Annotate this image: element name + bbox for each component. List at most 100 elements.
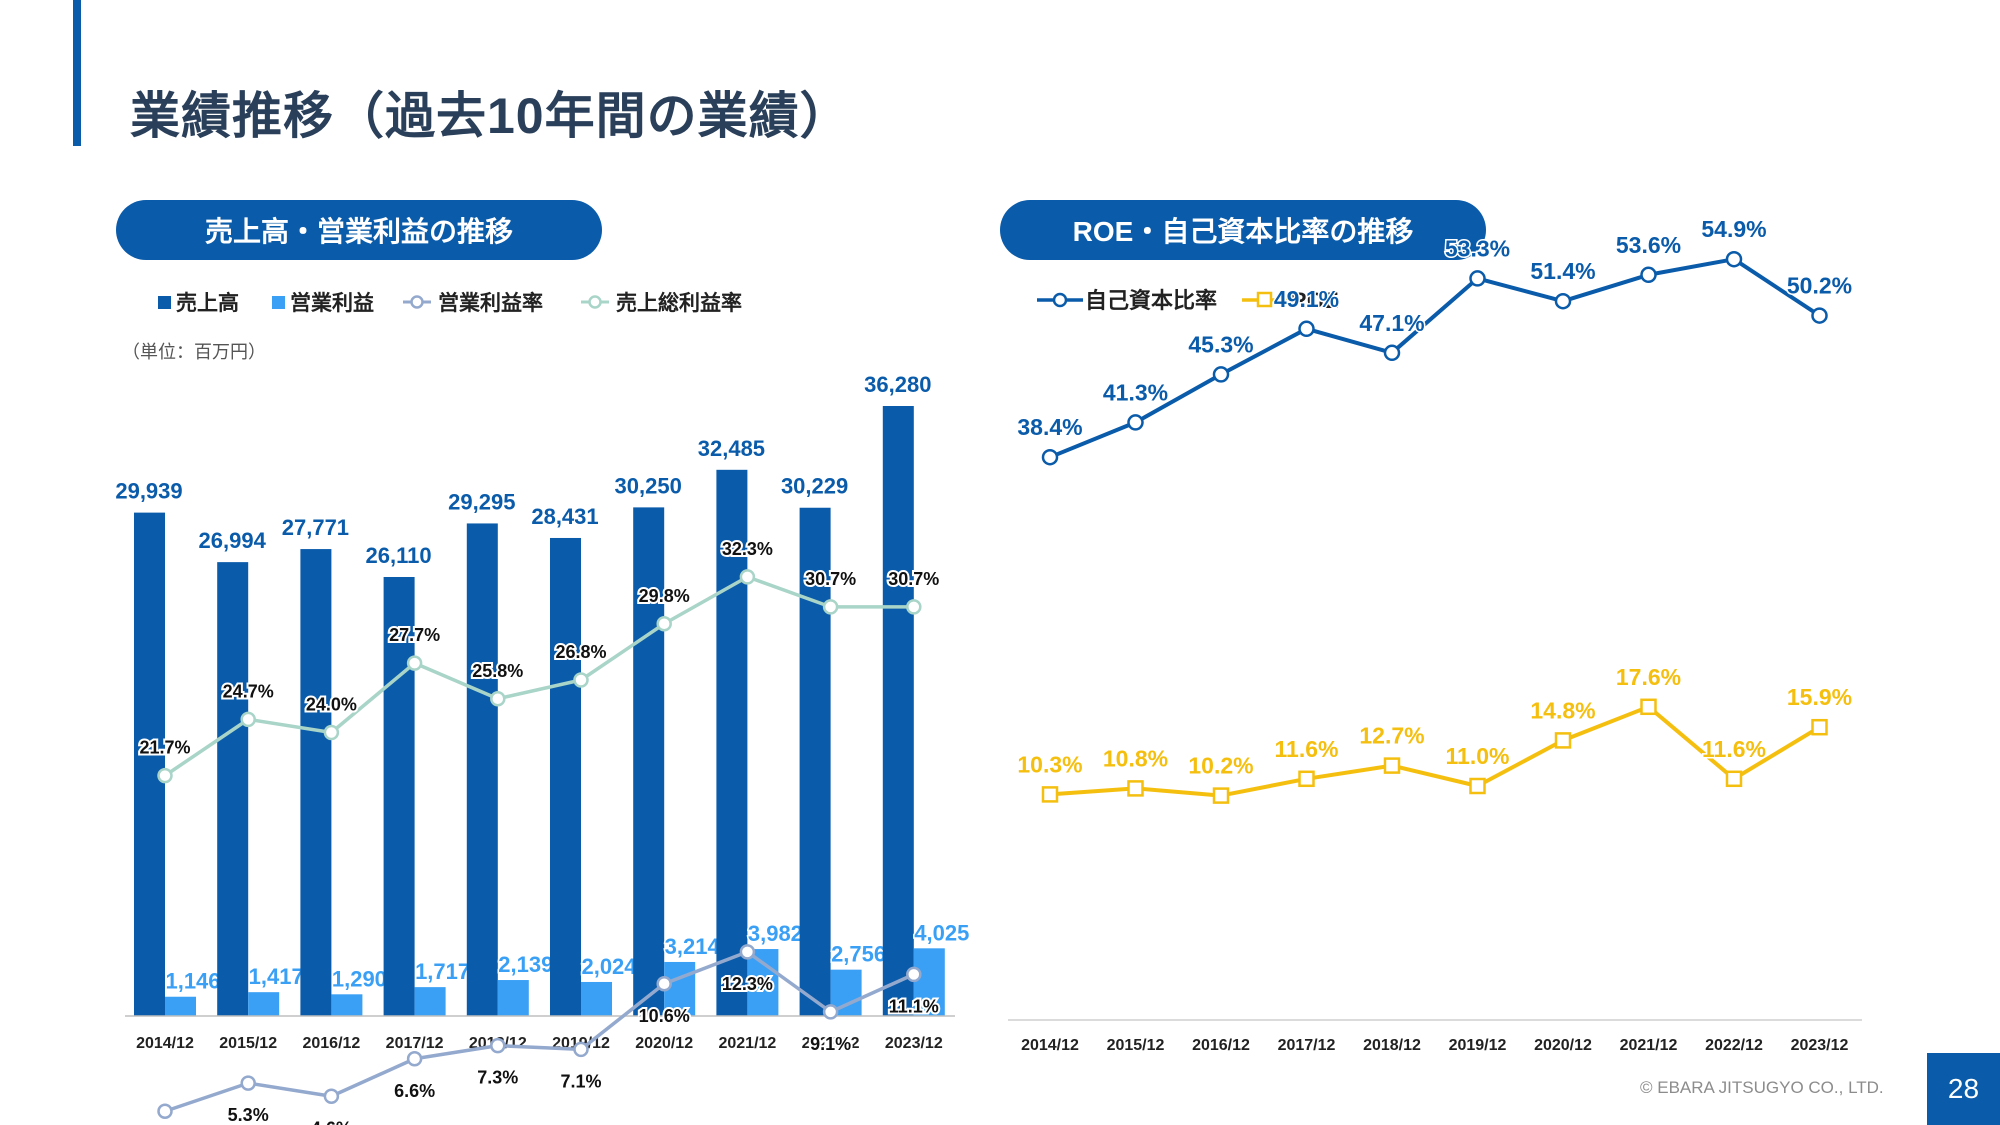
legend-equity-ratio-marker (1052, 292, 1068, 308)
sales-chart-title-pill: 売上高・営業利益の推移 (116, 200, 602, 260)
op-margin-label: 10.6% (639, 1006, 690, 1026)
roe-marker (1127, 780, 1144, 797)
legend-roe-label: ROE (1291, 288, 1339, 313)
gross-margin-label: 32.3% (722, 539, 773, 559)
roe-label: 10.8% (1103, 745, 1168, 771)
gross-margin-line (164, 575, 914, 778)
x-tick-label: 2020/12 (635, 1035, 693, 1052)
op-margin-label: 6.6% (394, 1081, 435, 1101)
op-profit-bar (913, 948, 945, 1016)
sales-bar (217, 562, 249, 1016)
op-profit-value-label: 1,717 (415, 959, 470, 984)
gross-margin-marker (240, 711, 256, 728)
equity-ratio-marker (1298, 320, 1315, 338)
equity-ratio-label: 49.1% (1274, 286, 1339, 312)
roe-label: 14.8% (1530, 697, 1595, 723)
gross-margin-label: 30.7% (805, 569, 856, 589)
op-profit-bar (414, 987, 446, 1016)
op-margin-marker (822, 1004, 839, 1020)
op-profit-value-label: 1,290 (332, 966, 387, 991)
gross-margin-label: 27.7% (389, 625, 440, 645)
gross-margin-marker (822, 599, 839, 615)
sales-value-label: 30,250 (615, 473, 682, 498)
roe-label: 11.0% (1446, 743, 1510, 769)
sales-value-label: 32,485 (698, 436, 765, 461)
roe-label: 11.6% (1275, 736, 1339, 762)
equity-ratio-label: 47.1% (1359, 310, 1424, 336)
roe-marker (1212, 787, 1230, 804)
op-margin-label: 12.3% (722, 974, 773, 994)
op-margin-label: 11.1% (889, 996, 939, 1016)
sales-value-label: 27,771 (282, 515, 349, 540)
sales-operating-profit-chart: 売上高 営業利益 営業利益率 売上総利益率 （単位：百万円） 29,939 1,146 201… (115, 291, 970, 1125)
gross-margin-marker (739, 569, 756, 585)
equity-ratio-marker (1554, 292, 1572, 310)
legend-op-margin-label: 営業利益率 (438, 291, 543, 315)
op-profit-value-label: 2,024 (581, 954, 637, 979)
equity-ratio-marker (1725, 250, 1743, 268)
unit-label: （単位：百万円） (122, 342, 266, 362)
x-tick-label: 2020/12 (1534, 1037, 1592, 1054)
equity-ratio-marker (1041, 448, 1059, 466)
roe-label: 15.9% (1787, 684, 1852, 710)
page-number: 28 (1927, 1053, 2000, 1125)
equity-ratio-marker (1383, 344, 1401, 362)
equity-ratio-marker (1212, 366, 1230, 383)
op-margin-line (164, 950, 915, 1113)
op-profit-value-label: 3,982 (748, 921, 803, 946)
x-tick-label: 2015/12 (1107, 1037, 1165, 1054)
op-profit-value-label: 1,417 (249, 964, 304, 989)
roe-marker (1554, 732, 1572, 749)
op-margin-marker (490, 1037, 506, 1054)
op-margin-marker (656, 976, 672, 992)
legend-roe-marker (1256, 291, 1273, 308)
x-tick-label: 2019/12 (1449, 1037, 1507, 1054)
op-profit-bar (165, 996, 196, 1016)
gross-margin-marker (490, 691, 506, 707)
sales-bar (799, 507, 831, 1016)
equity-ratio-label: 53.6% (1616, 232, 1681, 258)
equity-ratio-label: 53.3% (1445, 235, 1510, 261)
roe-marker (1811, 718, 1828, 736)
op-margin-marker (906, 966, 922, 983)
op-profit-bar (747, 949, 779, 1016)
sales-bar (300, 549, 332, 1016)
op-profit-value-label: 2,756 (831, 942, 886, 967)
equity-ratio-marker (1469, 270, 1486, 287)
equity-ratio-marker (1811, 307, 1828, 324)
x-tick-label: 2014/12 (136, 1035, 194, 1052)
sales-value-label: 29,295 (448, 489, 515, 514)
sales-bar (550, 537, 581, 1016)
sales-value-label: 26,110 (366, 543, 432, 568)
roe-label: 10.3% (1017, 751, 1082, 777)
roe-marker (1298, 770, 1315, 788)
x-tick-label: 2017/12 (1278, 1037, 1336, 1054)
x-tick-label: 2022/12 (802, 1035, 860, 1052)
op-profit-bar (581, 981, 612, 1016)
op-margin-marker (157, 1103, 173, 1119)
gross-margin-label: 25.8% (472, 661, 523, 681)
sales-bar (633, 507, 665, 1016)
legend-op-profit-swatch (272, 296, 285, 309)
roe-marker (1383, 757, 1401, 774)
x-tick-label: 2016/12 (1192, 1037, 1250, 1054)
x-tick-label: 2017/12 (386, 1035, 444, 1052)
gross-margin-label: 30.7% (888, 569, 939, 589)
equity-ratio-label: 41.3% (1103, 379, 1168, 405)
x-tick-label: 2016/12 (302, 1035, 360, 1052)
roe-line (1049, 704, 1821, 798)
gross-margin-marker (573, 672, 589, 688)
gross-margin-marker (656, 616, 672, 632)
roe-label: 12.7% (1359, 723, 1424, 749)
legend-gross-margin-marker (588, 295, 602, 309)
op-profit-bar (331, 994, 363, 1016)
gross-margin-marker (406, 655, 423, 671)
legend-gross-margin-label: 売上総利益率 (616, 291, 742, 315)
x-tick-label: 2018/12 (1363, 1037, 1421, 1054)
gross-margin-label: 24.7% (223, 681, 274, 701)
sales-bar (716, 469, 748, 1017)
sales-bar (882, 406, 914, 1016)
op-margin-marker (240, 1075, 256, 1091)
op-margin-label: 5.3% (228, 1105, 269, 1125)
